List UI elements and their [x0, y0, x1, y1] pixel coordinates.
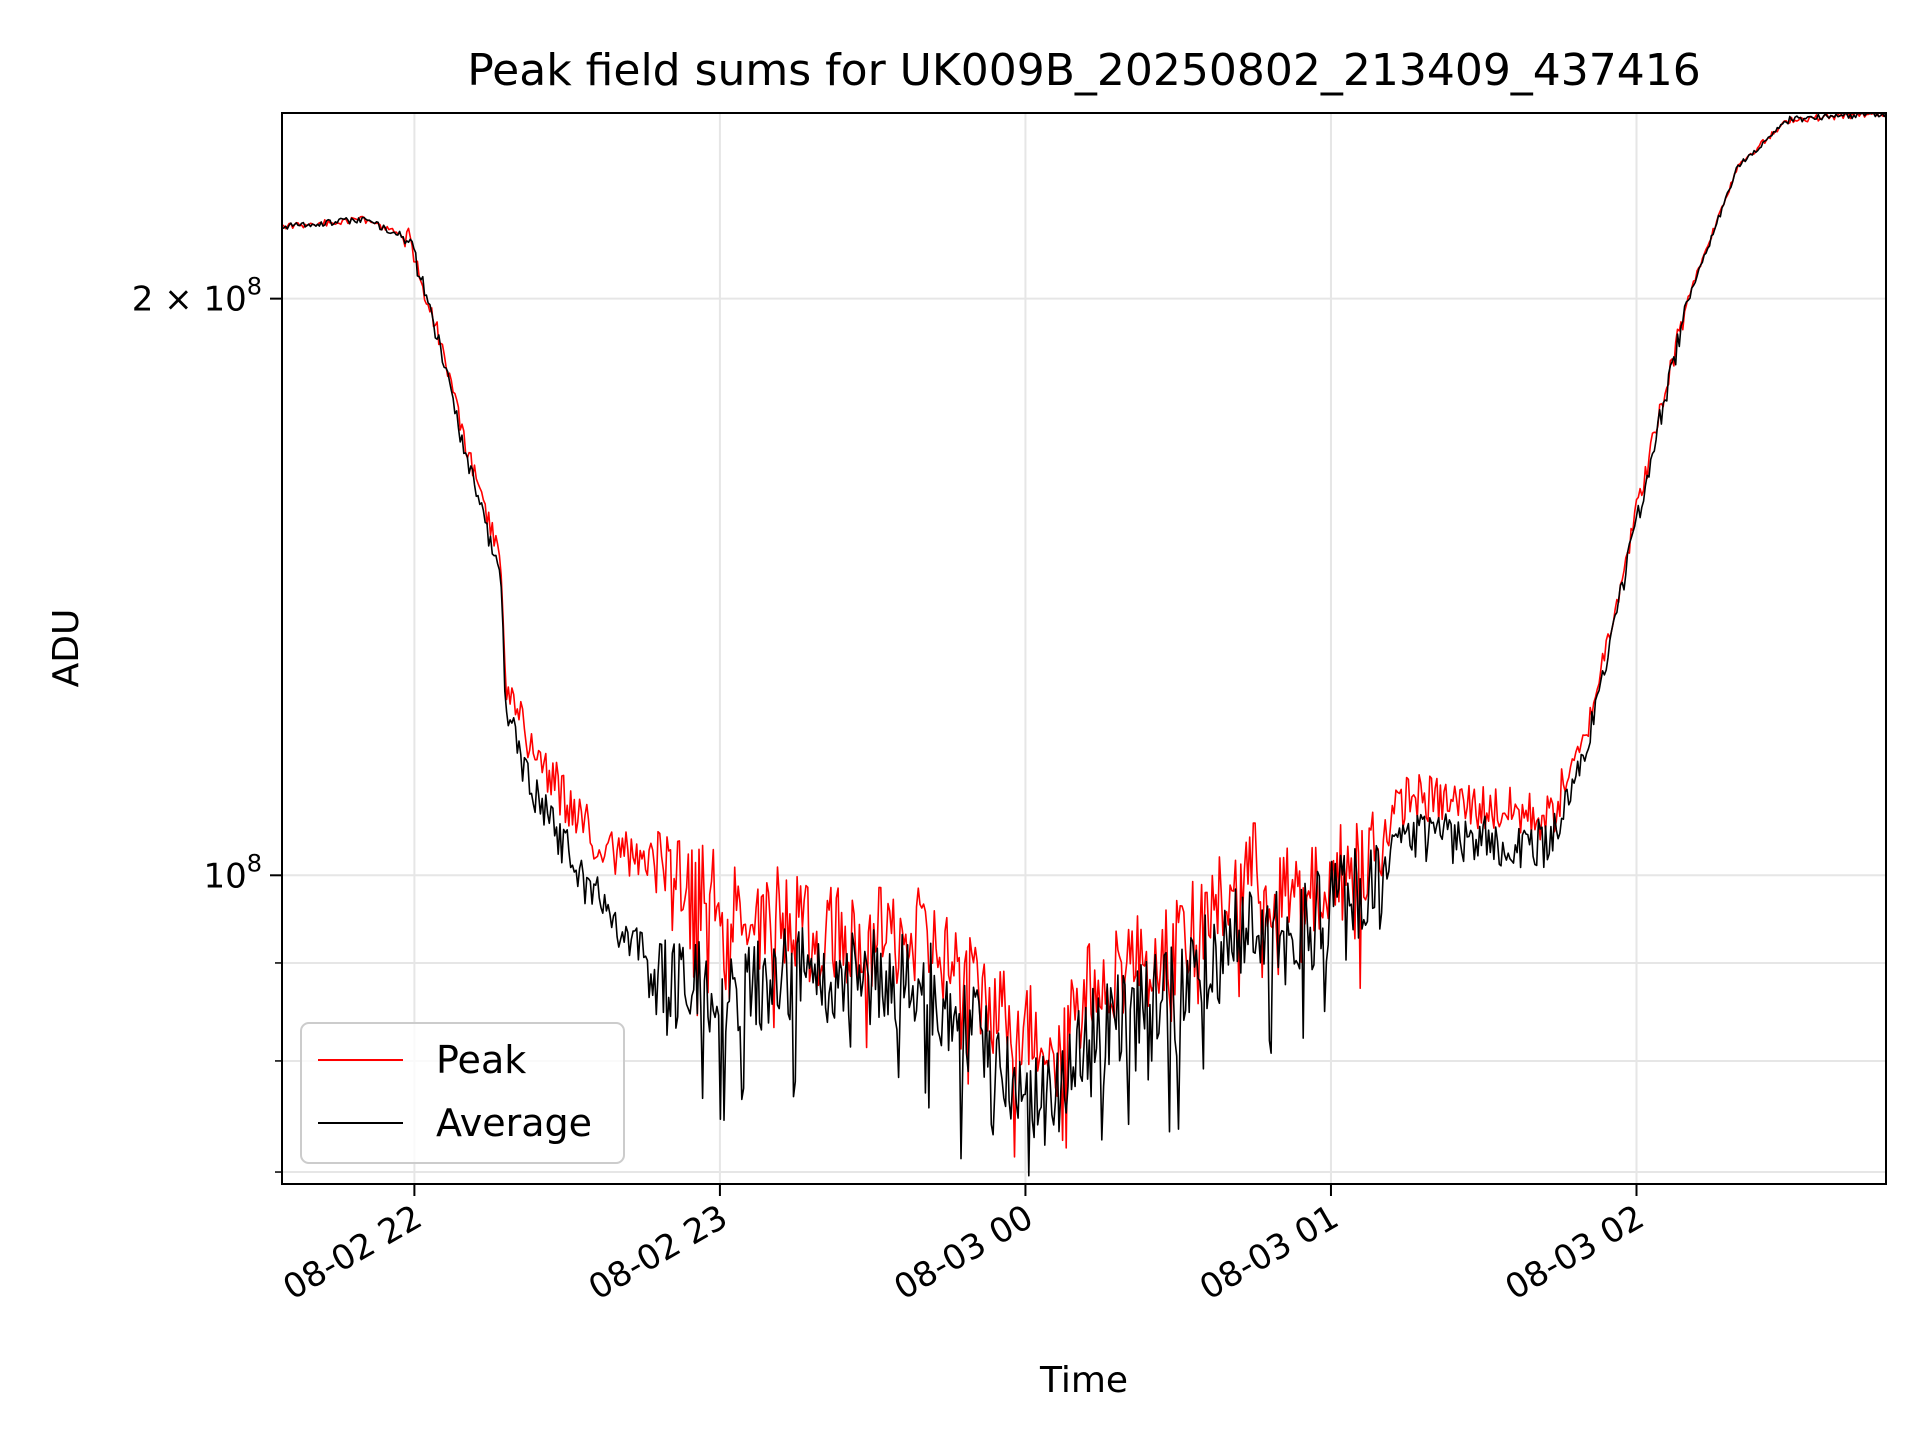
y-tick-label: 2 × 108: [132, 273, 262, 320]
legend-box: [300, 1022, 625, 1164]
legend-label-peak: Peak: [436, 1038, 526, 1082]
y-axis: 2 × 108 108: [132, 273, 282, 1173]
y-tick-label: 108: [203, 849, 262, 896]
plot-frame: [281, 112, 1887, 1185]
chart-title: Peak field sums for UK009B_20250802_2134…: [467, 45, 1701, 96]
series-line-average: [281, 112, 1887, 1177]
y-axis-label: ADU: [46, 609, 87, 688]
x-axis-label: Time: [1039, 1360, 1128, 1401]
series-layer: [281, 112, 1887, 1177]
legend: Peak Average: [300, 1022, 625, 1164]
legend-label-average: Average: [436, 1101, 592, 1145]
